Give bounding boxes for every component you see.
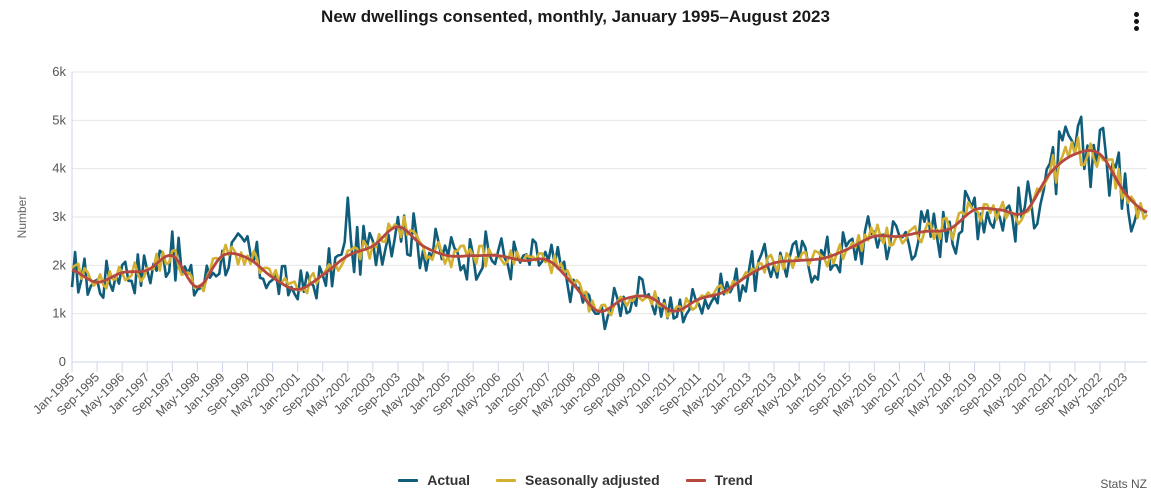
y-tick-label: 5k xyxy=(52,112,66,127)
legend-item-actual[interactable]: Actual xyxy=(398,472,470,488)
line-chart: 0 1k 2k 3k 4k 5k 6k Jan-1995Sep-1995May-1996Ja… xyxy=(15,64,1149,419)
series-lines xyxy=(70,115,1149,331)
series-line-trend[interactable] xyxy=(71,149,1148,313)
legend-item-seasonally-adjusted[interactable]: Seasonally adjusted xyxy=(496,472,660,488)
y-axis: 0 1k 2k 3k 4k 5k 6k xyxy=(52,64,73,369)
y-tick-label: 6k xyxy=(52,64,66,79)
y-tick-label: 0 xyxy=(59,354,66,369)
chart-menu-button[interactable] xyxy=(1130,12,1142,34)
kebab-dot xyxy=(1133,26,1139,31)
y-tick-label: 2k xyxy=(52,257,66,272)
credits[interactable]: Stats NZ xyxy=(1100,477,1147,491)
gridlines xyxy=(72,71,1147,315)
kebab-dot xyxy=(1133,19,1139,24)
y-tick-label: 3k xyxy=(52,209,66,224)
legend-label: Seasonally adjusted xyxy=(525,472,660,488)
series-line-actual[interactable] xyxy=(70,115,1148,331)
legend-label: Actual xyxy=(427,472,471,488)
series-line-seasonally-adjusted[interactable] xyxy=(71,136,1149,319)
legend-swatch-seasonally-adjusted xyxy=(496,478,517,482)
x-axis: Jan-1995Sep-1995May-1996Jan-1997Sep-1997… xyxy=(30,361,1147,419)
legend-swatch-trend xyxy=(685,478,706,482)
legend: Actual Seasonally adjusted Trend xyxy=(0,472,1151,488)
y-axis-title: Number xyxy=(15,196,29,239)
y-tick-label: 4k xyxy=(52,161,66,176)
legend-label: Trend xyxy=(714,472,753,488)
legend-swatch-actual xyxy=(398,478,419,482)
legend-item-trend[interactable]: Trend xyxy=(685,472,753,488)
kebab-menu-icon xyxy=(1133,12,1139,17)
y-tick-label: 1k xyxy=(52,306,66,321)
chart-title: New dwellings consented, monthly, Januar… xyxy=(321,7,830,26)
